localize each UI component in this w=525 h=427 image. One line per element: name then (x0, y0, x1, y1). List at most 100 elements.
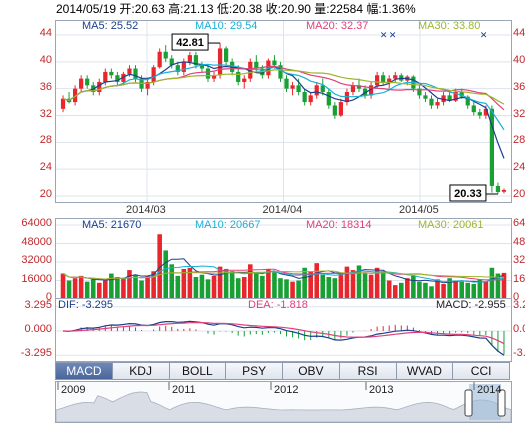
candle-body (441, 95, 446, 103)
candle-body (205, 68, 211, 79)
volume-tick-right: 48000 (513, 235, 525, 248)
volume-bar (356, 265, 362, 299)
tab-kdj[interactable]: KDJ (112, 362, 170, 380)
timeline-area (55, 391, 512, 423)
timeline-navigator[interactable]: 2009 2011 2012 2013 2014 (55, 381, 512, 423)
price-tick-left: 44 (39, 27, 52, 39)
macd-tick-left: 3.295 (24, 298, 52, 311)
candle-body (453, 92, 458, 101)
candle-body (151, 67, 156, 82)
price-tick-right: 44 (513, 27, 525, 39)
volume-bar (127, 270, 132, 299)
tab-macd[interactable]: MACD (55, 362, 113, 380)
volume-bar (501, 272, 507, 299)
price-ma10-line (62, 63, 505, 131)
volume-bar (435, 279, 440, 299)
volume-bar (90, 279, 96, 299)
candle-body (477, 112, 482, 116)
timeline-right-handle (497, 389, 506, 417)
price-ma5-legend: MA5: 25.52 (82, 20, 139, 32)
volume-tick-right: 32000 (513, 254, 525, 266)
volume-bar (193, 277, 199, 299)
tab-cci[interactable]: CCI (453, 362, 510, 380)
vol-ma5-legend: MA5: 21670 (82, 219, 142, 231)
macd-tick-left: 0.000 (24, 323, 52, 335)
candle-body (60, 98, 66, 109)
high-label: 高: (168, 2, 184, 16)
candle-body (199, 65, 205, 69)
candle-body (495, 185, 501, 192)
candle-body (224, 48, 229, 62)
volume-bar (187, 267, 193, 299)
vol-ma10-legend: MA10: 20667 (195, 219, 261, 231)
volume-bar (290, 281, 295, 299)
volume-bar (169, 264, 175, 299)
candle-body (121, 73, 126, 82)
open-label: 开: (119, 2, 135, 16)
macd-panel[interactable] (55, 298, 512, 362)
price-tick-left: 40 (39, 53, 52, 66)
tab-obv[interactable]: OBV (283, 362, 340, 380)
price-tick-left: 20 (39, 188, 52, 200)
volume-tick-right: 16000 (513, 272, 525, 285)
candle-body (211, 75, 217, 79)
candle-body (459, 92, 464, 97)
candle-body (368, 85, 374, 96)
volume-tick-left: 16000 (21, 272, 52, 285)
volume-bar (302, 267, 307, 299)
candle-body (296, 85, 301, 93)
price-tick-right: 36 (513, 80, 525, 93)
candle-body (284, 78, 289, 89)
macd-dif-line (62, 320, 505, 356)
candle-body (133, 68, 138, 79)
macd-tick-right: 3.295 (513, 298, 525, 311)
candle-body (97, 81, 102, 93)
volume-bar (229, 271, 235, 299)
macd-tick-right: 0.000 (513, 323, 525, 335)
candle-body (483, 108, 488, 116)
candle-body (115, 75, 120, 82)
candle-body (375, 75, 380, 86)
price-tick-right: 20 (513, 188, 525, 200)
timeline-year-label: 2014 (477, 384, 501, 396)
tab-wvad[interactable]: WVAD (396, 362, 454, 380)
volume-bar (247, 264, 253, 299)
candle-body (181, 61, 186, 72)
volume-bar (398, 282, 404, 299)
price-panel[interactable]: 42.81 20.33 ✕ ✕ ✕ (55, 20, 512, 203)
change-value: 1.36% (381, 2, 416, 16)
volume-bar (471, 283, 477, 299)
volume-bar (380, 271, 386, 299)
tab-psy[interactable]: PSY (226, 362, 283, 380)
volume-bar (441, 283, 446, 299)
volume-bar (145, 275, 150, 299)
timeline-year-label: 2012 (274, 384, 298, 396)
volume-bar (338, 273, 344, 299)
volume-bar (417, 281, 422, 299)
volume-panel[interactable] (55, 218, 512, 300)
max-callout-box (171, 33, 209, 51)
min-price-label: 20.33 (454, 188, 482, 200)
candle-body (254, 61, 259, 69)
tab-rsi[interactable]: RSI (339, 362, 397, 380)
low-label: 低: (216, 2, 233, 16)
macd-value-legend: MACD: -2.955 (436, 299, 506, 311)
volume-bar (465, 282, 471, 299)
volume-bar (199, 274, 205, 299)
candle-body (85, 78, 90, 86)
volume-bar (157, 234, 162, 299)
min-callout-box (449, 184, 487, 202)
open-value: 20.63 (134, 2, 165, 16)
candle-body (163, 51, 168, 59)
volume-bar (235, 278, 241, 299)
volume-bar (217, 266, 223, 299)
volume-bar (447, 278, 452, 299)
volume-tick-left: 32000 (21, 254, 52, 266)
timeline-overview: 2009 2011 2012 2013 2014 (55, 382, 512, 423)
volume-bar (296, 280, 301, 299)
volume-bar (175, 275, 181, 299)
volume-bar (241, 277, 247, 299)
candle-body (169, 58, 174, 66)
volume-bar (278, 278, 283, 299)
tab-boll[interactable]: BOLL (169, 362, 227, 380)
